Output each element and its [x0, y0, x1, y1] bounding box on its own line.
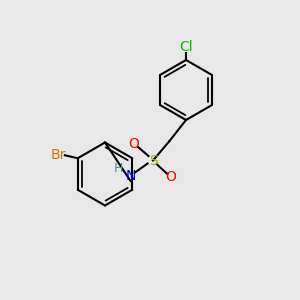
Text: N: N [125, 169, 136, 182]
Text: Cl: Cl [179, 40, 193, 53]
Text: H: H [114, 161, 123, 175]
Text: O: O [128, 137, 139, 151]
Text: S: S [148, 154, 158, 167]
Text: O: O [166, 170, 176, 184]
Text: Br: Br [50, 148, 66, 162]
